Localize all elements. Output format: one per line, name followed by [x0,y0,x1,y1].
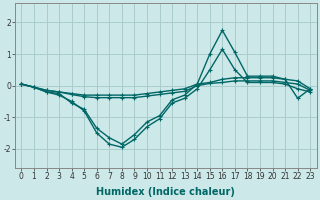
X-axis label: Humidex (Indice chaleur): Humidex (Indice chaleur) [96,187,235,197]
